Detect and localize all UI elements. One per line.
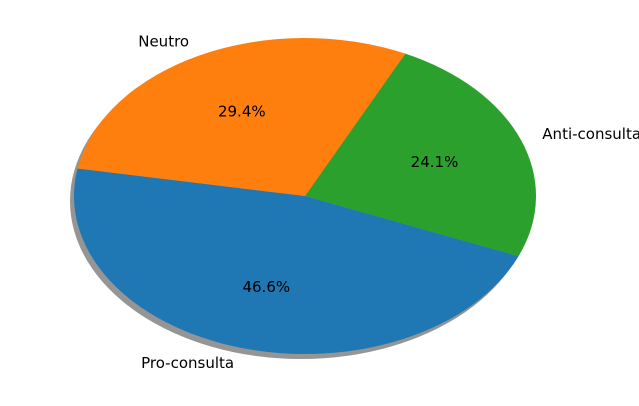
pie-slice-pro-consulta — [73, 168, 519, 355]
pie-slice-anti-consulta — [305, 53, 537, 257]
slice-label-anti-consulta: Anti-consulta — [542, 125, 639, 143]
pct-label-anti-consulta: 24.1% — [411, 153, 459, 171]
slice-label-pro-consulta: Pro-consulta — [141, 354, 234, 372]
pie-labels: Pro-consulta 46.6% Anti-consulta 24.1% Neutr… — [138, 32, 639, 372]
pie-slice-neutro — [77, 37, 406, 197]
slice-label-neutro: Neutro — [138, 32, 189, 50]
pct-label-pro-consulta: 46.6% — [242, 278, 290, 296]
pie-slices — [73, 37, 537, 355]
pct-label-neutro: 29.4% — [218, 103, 266, 121]
